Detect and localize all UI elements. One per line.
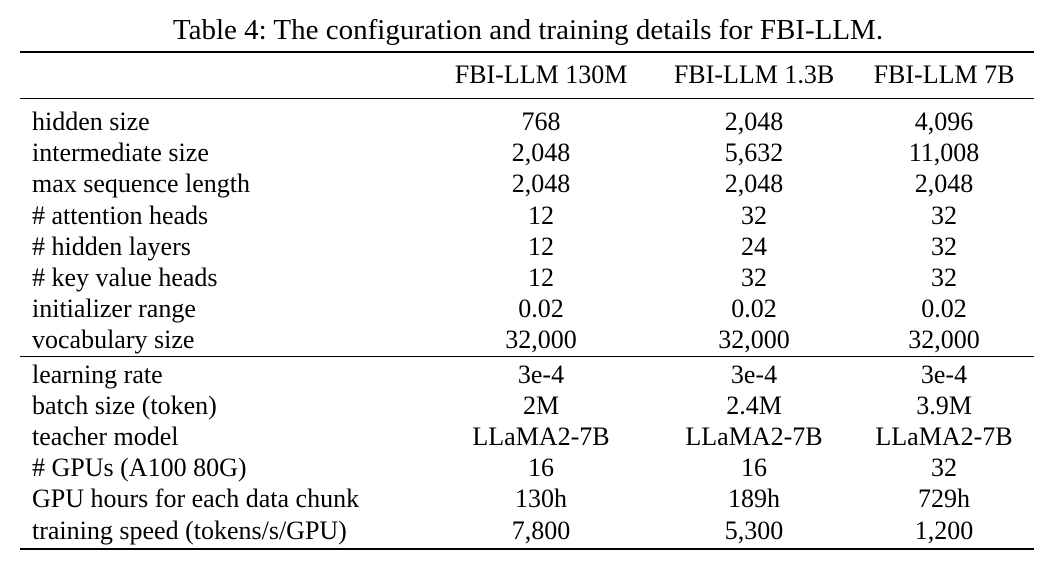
row-label: # hidden layers — [32, 231, 191, 261]
table-row: batch size (token) 2M 2.4M 3.9M — [20, 390, 1034, 421]
row-value: 0.02 — [731, 294, 777, 324]
table-row: vocabulary size 32,000 32,000 32,000 — [20, 324, 1034, 355]
table-bottom-rule — [20, 548, 1034, 550]
table-row: initializer range 0.02 0.02 0.02 — [20, 293, 1034, 324]
row-value: 24 — [741, 231, 767, 261]
row-label: # key value heads — [32, 263, 218, 293]
table-row: learning rate 3e-4 3e-4 3e-4 — [20, 359, 1034, 390]
row-value: LLaMA2-7B — [472, 422, 610, 452]
row-value: 32 — [741, 263, 767, 293]
row-value: 11,008 — [908, 138, 980, 168]
row-value: 0.02 — [921, 294, 967, 324]
header-cell-empty — [20, 52, 428, 98]
row-value: 2,048 — [511, 169, 571, 199]
table-row: # attention heads 12 32 32 — [20, 200, 1034, 231]
header-bottom-rule — [20, 98, 1034, 99]
row-value: 32 — [931, 200, 957, 230]
table-caption: Table 4: The configuration and training … — [172, 14, 884, 46]
row-value: 12 — [528, 263, 554, 293]
table-row: teacher model LLaMA2-7B LLaMA2-7B LLaMA2-7B — [20, 421, 1034, 452]
header-cell-7b: FBI-LLM 7B — [873, 60, 1015, 89]
row-value: 32,000 — [718, 325, 790, 355]
row-value: 768 — [521, 107, 561, 136]
row-value: 189h — [728, 484, 780, 514]
row-label: hidden size — [32, 107, 150, 136]
row-value: 2,048 — [511, 138, 571, 168]
row-value: 16 — [528, 453, 554, 483]
table-row: max sequence length 2,048 2,048 2,048 — [20, 168, 1034, 199]
row-label: intermediate size — [32, 138, 209, 168]
table-row: intermediate size 2,048 5,632 11,008 — [20, 137, 1034, 168]
row-label: learning rate — [32, 359, 163, 389]
table-top-rule — [20, 51, 1034, 53]
row-value: 32 — [931, 453, 957, 483]
row-label: # attention heads — [32, 200, 209, 230]
row-value: 729h — [918, 484, 970, 514]
row-label: training speed (tokens/s/GPU) — [32, 515, 347, 545]
row-value: 5,300 — [724, 515, 784, 545]
header-row: FBI-LLM 130M FBI-LLM 1.3B FBI-LLM 7B — [20, 52, 1034, 98]
row-value: 3e-4 — [730, 359, 778, 389]
row-label: initializer range — [32, 294, 196, 324]
table-row: training speed (tokens/s/GPU) 7,800 5,300 1… — [20, 515, 1034, 546]
config-table-wrapper: FBI-LLM 130M FBI-LLM 1.3B FBI-LLM 7B hid… — [20, 52, 1034, 546]
row-value: LLaMA2-7B — [875, 422, 1013, 452]
row-label: batch size (token) — [32, 390, 217, 420]
row-value: 3e-4 — [517, 359, 565, 389]
row-value: 12 — [528, 200, 554, 230]
table-row: # key value heads 12 32 32 — [20, 262, 1034, 293]
row-label: max sequence length — [32, 169, 251, 199]
row-value: 3.9M — [916, 390, 972, 420]
row-value: 0.02 — [518, 294, 564, 324]
row-value: 1,200 — [914, 515, 974, 545]
table-row: # GPUs (A100 80G) 16 16 32 — [20, 452, 1034, 483]
row-value: 7,800 — [511, 515, 571, 545]
row-value: 16 — [741, 453, 767, 483]
row-label: GPU hours for each data chunk — [32, 484, 360, 514]
header-cell-1-3b: FBI-LLM 1.3B — [673, 60, 835, 89]
row-value: 2.4M — [726, 390, 782, 420]
row-value: 2,048 — [724, 169, 784, 199]
row-value: 32 — [931, 263, 957, 293]
row-value: 3e-4 — [920, 359, 968, 389]
row-value: 130h — [515, 484, 567, 514]
row-value: 5,632 — [724, 138, 784, 168]
row-value: 2,048 — [914, 169, 974, 199]
row-value: 2M — [522, 390, 560, 420]
row-value: 32 — [931, 231, 957, 261]
row-value: 12 — [528, 231, 554, 261]
row-value: 32,000 — [908, 325, 980, 355]
config-table: FBI-LLM 130M FBI-LLM 1.3B FBI-LLM 7B hid… — [20, 52, 1034, 546]
row-value: 32 — [741, 200, 767, 230]
table-row: # hidden layers 12 24 32 — [20, 231, 1034, 262]
row-label: # GPUs (A100 80G) — [32, 453, 247, 483]
row-value: 4,096 — [914, 107, 974, 136]
section-divider-rule — [20, 356, 1034, 357]
config-section: hidden size 768 2,048 4,096 intermediate siz… — [20, 106, 1034, 356]
row-label: vocabulary size — [32, 325, 195, 355]
table-row: hidden size 768 2,048 4,096 — [20, 106, 1034, 137]
row-value: 2,048 — [724, 107, 784, 136]
table-row: GPU hours for each data chunk 130h 189h 729… — [20, 483, 1034, 514]
training-section: learning rate 3e-4 3e-4 3e-4 batch size (tok… — [20, 359, 1034, 546]
header-cell-130m: FBI-LLM 130M — [454, 60, 628, 89]
row-value: 32,000 — [505, 325, 577, 355]
row-label: teacher model — [32, 422, 179, 452]
row-value: LLaMA2-7B — [685, 422, 823, 452]
